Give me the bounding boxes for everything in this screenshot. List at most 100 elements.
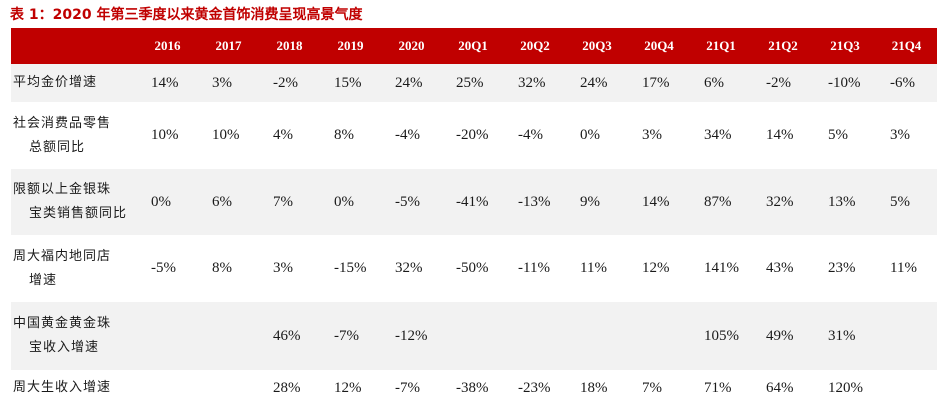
row-label-line: 宝收入增速: [29, 340, 100, 355]
row-label: 周大生收入增速: [11, 370, 137, 406]
value-cell: [876, 370, 937, 406]
row-label-line: 平均金价增速: [13, 75, 98, 90]
row-label-line: 限额以上金银珠: [13, 182, 112, 197]
value-cell: 6%: [704, 74, 724, 91]
value-cell: -2%: [766, 74, 791, 91]
value-cell: -11%: [518, 260, 550, 276]
table-body: 平均金价增速 14% 3% -2% 15% 24% 25% 32% 24% 17% 6% -2% -10…: [11, 64, 937, 406]
value-cell: 11%: [890, 260, 917, 276]
header-cell: 20Q1: [458, 38, 488, 53]
value-cell: -12%: [395, 327, 428, 344]
value-cell: 17%: [642, 74, 670, 91]
header-label-cell: [11, 28, 137, 64]
value-cell: 8%: [334, 127, 354, 143]
value-cell: -50%: [456, 260, 489, 276]
value-cell: -4%: [395, 127, 420, 143]
value-cell: [198, 370, 259, 406]
value-cell: -20%: [456, 127, 489, 143]
row-label: 社会消费品零售总额同比: [11, 102, 137, 169]
value-cell: 0%: [151, 193, 171, 210]
value-cell: 32%: [518, 74, 546, 91]
value-cell: 11%: [580, 260, 607, 276]
row-label-line: 总额同比: [29, 139, 86, 155]
gold-jewelry-table: 2016 2017 2018 2019 2020 20Q1 20Q2 20Q3 …: [11, 28, 937, 406]
value-cell: 8%: [212, 260, 232, 276]
header-cell: 21Q2: [768, 38, 798, 53]
header-cell: 2018: [276, 38, 303, 53]
header-cell: 20Q2: [520, 38, 550, 53]
value-cell: 0%: [334, 193, 354, 210]
header-cell: 21Q3: [830, 38, 860, 53]
value-cell: 3%: [273, 260, 293, 276]
row-label-line: 增速: [29, 272, 58, 288]
value-cell: 141%: [704, 260, 739, 276]
value-cell: 24%: [395, 74, 423, 91]
value-cell: -6%: [890, 74, 915, 91]
table-row: 中国黄金黄金珠 宝收入增速 46% -7% -12% 105% 49% 31%: [11, 302, 937, 370]
value-cell: -4%: [518, 127, 543, 143]
value-cell: 12%: [334, 379, 362, 396]
value-cell: 5%: [828, 127, 848, 143]
row-label: 限额以上金银珠宝类销售额同比: [11, 169, 137, 235]
table-row: 平均金价增速 14% 3% -2% 15% 24% 25% 32% 24% 17% 6% -2% -10…: [11, 64, 937, 102]
value-cell: [137, 302, 198, 370]
value-cell: 43%: [766, 260, 794, 276]
value-cell: [137, 370, 198, 406]
value-cell: 14%: [642, 193, 670, 210]
value-cell: 31%: [828, 327, 856, 344]
value-cell: -38%: [456, 379, 489, 396]
header-cell: 21Q1: [706, 38, 736, 53]
value-cell: 0%: [580, 127, 600, 143]
value-cell: -7%: [395, 379, 420, 396]
header-cell: 2017: [215, 38, 242, 53]
header-row: 2016 2017 2018 2019 2020 20Q1 20Q2 20Q3 …: [11, 28, 937, 64]
value-cell: 10%: [212, 127, 240, 143]
value-cell: 46%: [273, 327, 301, 344]
value-cell: 14%: [766, 127, 794, 143]
value-cell: 32%: [766, 193, 794, 210]
value-cell: 34%: [704, 127, 732, 143]
value-cell: 71%: [704, 379, 732, 396]
row-label-line: 宝类销售额同比: [29, 206, 128, 221]
value-cell: -13%: [518, 193, 551, 210]
table-title: 表 1：2020 年第三季度以来黄金首饰消费呈现高景气度: [10, 7, 363, 23]
value-cell: 10%: [151, 127, 179, 143]
row-label: 中国黄金黄金珠 宝收入增速: [11, 302, 137, 370]
value-cell: 15%: [334, 74, 362, 91]
table-row: 社会消费品零售 总额同比 10% 10% 4% 8% -4% -20% -4% 0% 3% 34% 14…: [11, 102, 937, 169]
value-cell: -10%: [828, 74, 861, 91]
value-cell: [566, 302, 628, 370]
value-cell: 24%: [580, 74, 608, 91]
value-cell: 87%: [704, 193, 732, 210]
value-cell: 32%: [395, 260, 423, 276]
value-cell: 5%: [890, 193, 910, 210]
header-cell: 21Q4: [891, 38, 922, 53]
table-row: 周大生收入增速 28% 12% -7% -38% -23% 18% 7% 71% 64% 120%: [11, 370, 937, 406]
value-cell: -5%: [395, 193, 420, 210]
value-cell: 25%: [456, 74, 484, 91]
value-cell: 28%: [273, 379, 301, 396]
table-row: 限额以上金银珠 宝类销售额同比 0% 6% 7% 0% -5% -41% -13% 9% 14% 87…: [11, 169, 937, 235]
value-cell: 14%: [151, 74, 179, 91]
value-cell: 7%: [642, 379, 662, 396]
header-cell: 2016: [154, 38, 181, 53]
value-cell: 105%: [704, 327, 739, 344]
row-label-line: 周大生收入增速: [13, 380, 112, 395]
value-cell: -41%: [456, 193, 489, 210]
value-cell: [876, 302, 937, 370]
value-cell: 3%: [890, 127, 910, 143]
value-cell: 9%: [580, 193, 600, 210]
value-cell: 49%: [766, 327, 794, 344]
value-cell: -23%: [518, 379, 551, 396]
row-label-line: 周大福内地同店: [13, 248, 112, 264]
value-cell: 120%: [828, 379, 863, 396]
header-cell: 20Q4: [644, 38, 674, 53]
row-label-line: 社会消费品零售: [13, 115, 112, 131]
header-cell: 2019: [337, 38, 364, 53]
value-cell: 18%: [580, 379, 608, 396]
header-cell: 2020: [398, 38, 425, 53]
value-cell: -5%: [151, 260, 176, 276]
table-row: 周大福内地同店 增速 -5% 8% 3% -15% 32% -50% -11% 11% 12% 141…: [11, 235, 937, 302]
header-cell: 20Q3: [582, 38, 612, 53]
value-cell: 12%: [642, 260, 670, 276]
